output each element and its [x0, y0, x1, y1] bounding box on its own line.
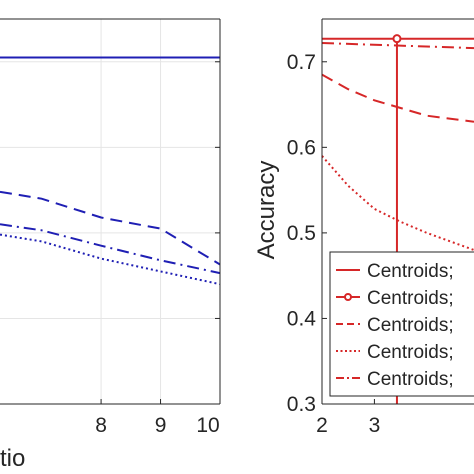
right-x-tick-label-2: 3 [369, 414, 381, 437]
right-legend-marker-2 [344, 293, 352, 301]
right-series-line-4 [321, 155, 474, 251]
right-y-axis-label: Accuracy [253, 161, 280, 260]
right-x-tick-label-1: 2 [316, 414, 328, 437]
right-y-tick-label-2: 0.4 [287, 307, 317, 330]
right-legend-label-4: Centroids; [367, 342, 454, 363]
left-x-tick-label-3: 10 [196, 414, 219, 437]
right-y-tick-label-3: 0.5 [287, 222, 316, 245]
left-x-tick-label-2: 9 [155, 414, 167, 437]
left-x-axis-label: tio [0, 445, 25, 472]
right-y-tick-label-5: 0.7 [287, 51, 316, 74]
left-series-group [0, 56, 221, 286]
left-chart: 8 9 10 tio [0, 18, 221, 472]
left-series-line-4 [0, 233, 221, 286]
right-chart: 0.30.40.50.60.72 3 Accuracy Centroids;Cen… [253, 18, 474, 437]
right-legend-label-3: Centroids; [367, 315, 454, 336]
right-series-line-5 [321, 42, 474, 50]
right-legend-label-5: Centroids; [367, 369, 454, 390]
left-x-tick-label-1: 8 [95, 414, 107, 437]
right-legend-label-1: Centroids; [367, 261, 454, 282]
right-legend-label-2: Centroids; [367, 288, 454, 309]
right-y-tick-label-4: 0.6 [287, 136, 316, 159]
right-series-line-3 [321, 73, 474, 123]
right-axes: 0.3 0.4 0.5 0.6 0.7 2 3 [287, 18, 474, 437]
left-series-line-3 [0, 223, 221, 275]
right-y-tick-label-1: 0.3 [287, 393, 316, 416]
left-plot-area [0, 19, 220, 404]
left-series-line-2 [0, 190, 221, 266]
left-axes: 8 9 10 [0, 18, 221, 437]
right-legend: Centroids; Centroids; Centroids; Centroids;… [329, 251, 474, 397]
right-series-marker-2 [392, 34, 402, 44]
